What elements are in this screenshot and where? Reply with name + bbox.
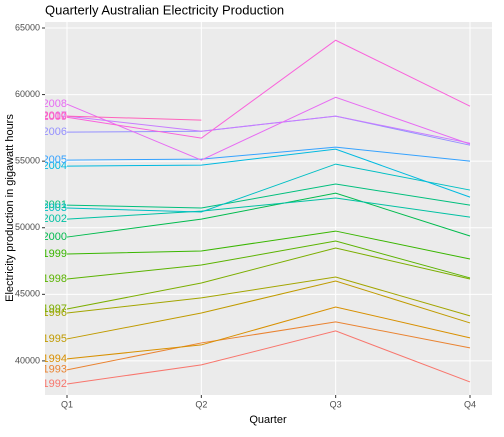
y-tick-label: 40000 xyxy=(15,355,40,365)
series-line xyxy=(66,240,471,280)
series-line xyxy=(66,306,471,360)
y-tick-label: 60000 xyxy=(15,89,40,99)
series-label: 1993 xyxy=(43,364,67,376)
series-label: 2000 xyxy=(43,231,67,243)
series-line xyxy=(66,115,202,121)
series-label: 1997 xyxy=(43,303,67,315)
series-line xyxy=(66,115,471,144)
series-line xyxy=(66,276,471,317)
y-tick-label: 55000 xyxy=(15,156,40,166)
y-tick-label: 45000 xyxy=(15,289,40,299)
y-axis-label: Electricity production in gigawatt hours xyxy=(4,114,16,302)
series-line xyxy=(66,146,471,162)
y-tick-label: 50000 xyxy=(15,222,40,232)
series-label: 2001 xyxy=(43,199,67,211)
series-label: 2003 xyxy=(43,202,67,214)
x-axis-label: Quarter xyxy=(249,414,287,426)
series-label: 1999 xyxy=(43,248,67,260)
axes: 40000 45000 50000 55000 60000 65000 Q1 Q2 Q3 Q4 xyxy=(15,22,476,409)
series-line xyxy=(66,280,471,340)
series-line xyxy=(66,39,471,139)
series-label: 2008 xyxy=(43,98,67,110)
x-tick-label: Q1 xyxy=(61,399,73,409)
series-label: 1995 xyxy=(43,333,67,345)
series-label: 2006 xyxy=(43,126,67,138)
series-label: 2007 xyxy=(43,110,67,122)
series-label: 1992 xyxy=(43,378,67,390)
series-line xyxy=(66,148,471,198)
series-line xyxy=(66,330,471,385)
y-tick-label: 65000 xyxy=(15,22,40,32)
series-label: 1996 xyxy=(43,307,67,319)
series-line xyxy=(66,247,471,310)
series-line xyxy=(66,163,471,213)
series-line xyxy=(66,183,471,209)
series-label: 2010 xyxy=(43,110,67,122)
series-label: 1998 xyxy=(43,273,67,285)
series-label: 2004 xyxy=(43,160,67,172)
series-label: 2005 xyxy=(43,154,67,166)
series-line xyxy=(66,192,471,238)
series-line xyxy=(66,96,471,161)
x-tick-label: Q2 xyxy=(195,399,207,409)
grid xyxy=(45,22,492,395)
series-label: 1994 xyxy=(43,353,67,365)
series-label: 2009 xyxy=(43,111,67,123)
series-line xyxy=(66,197,471,220)
series-label: 2002 xyxy=(43,213,67,225)
series-line xyxy=(66,230,471,260)
series-line xyxy=(66,321,471,371)
x-tick-label: Q4 xyxy=(464,399,476,409)
chart-title: Quarterly Australian Electricity Product… xyxy=(45,2,284,17)
x-tick-label: Q3 xyxy=(330,399,342,409)
